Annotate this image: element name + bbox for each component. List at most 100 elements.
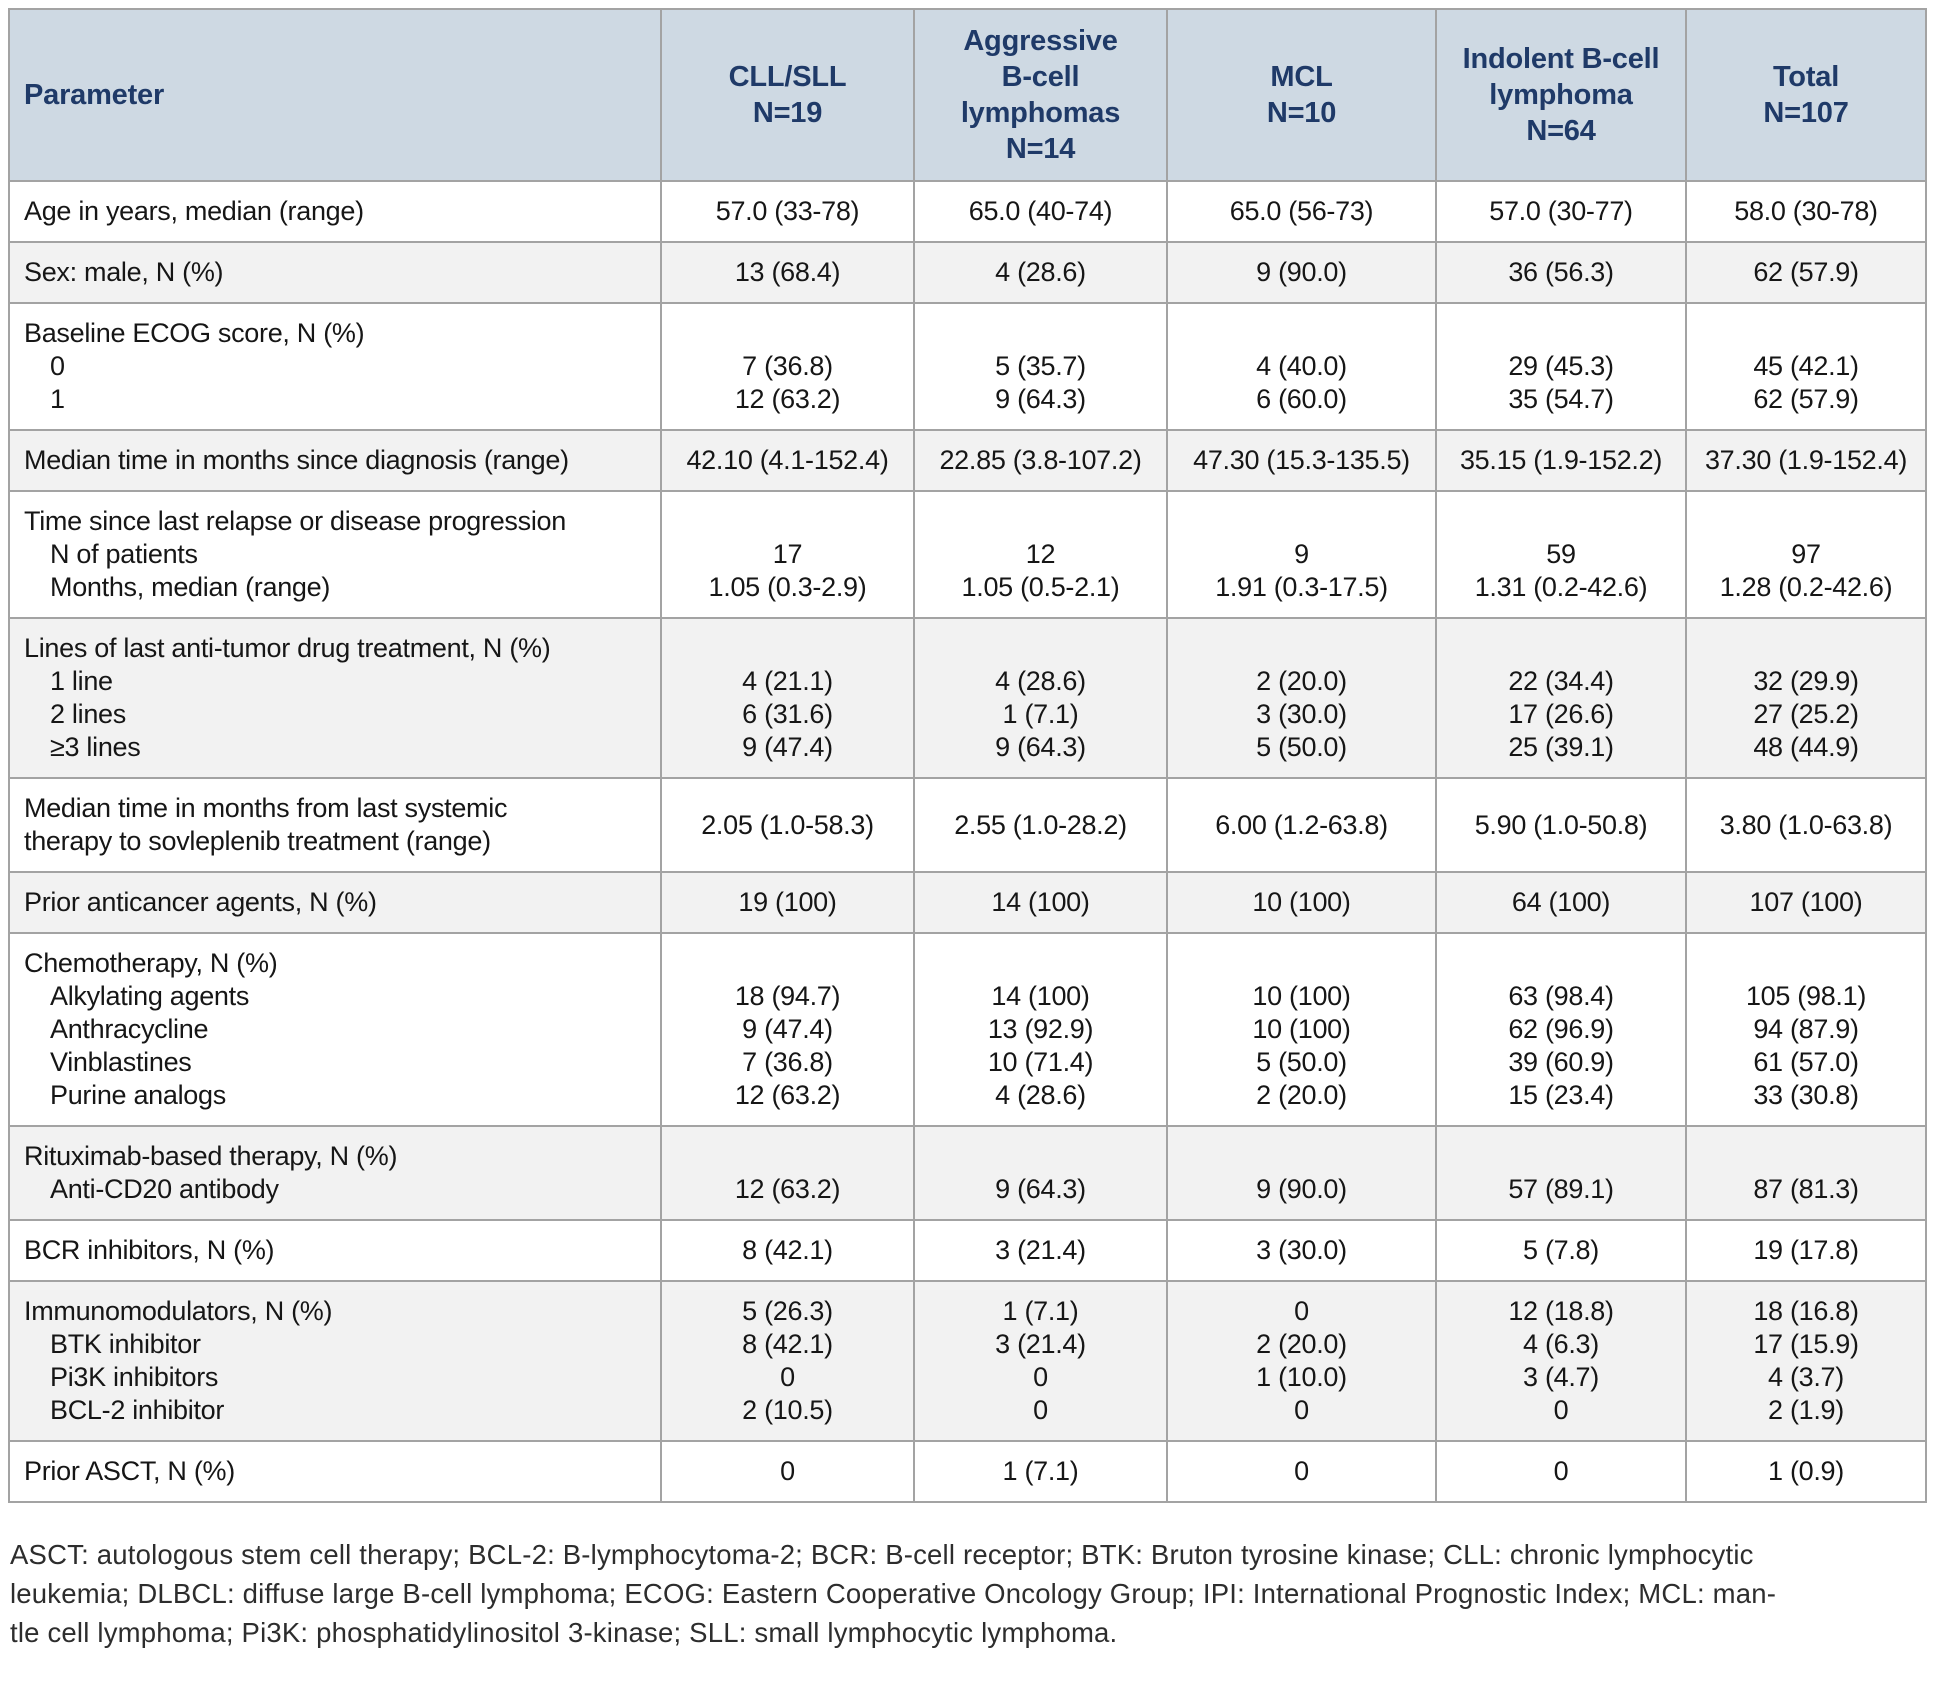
value-line: 27 (25.2) xyxy=(1753,699,1859,729)
value-line: 12 (63.2) xyxy=(734,1174,841,1204)
param-line: Age in years, median (range) xyxy=(24,196,364,226)
param-line: Vinblastines xyxy=(50,1047,192,1077)
value-line: 36 (56.3) xyxy=(1508,257,1614,287)
column-header-parameter: Parameter xyxy=(8,8,662,182)
param-line: Lines of last anti-tumor drug treatment,… xyxy=(24,633,551,663)
param-line: Alkylating agents xyxy=(50,981,250,1011)
column-header-line: Parameter xyxy=(24,79,165,111)
table-row: Baseline ECOG score, N (%) 0 1 7 (36.8) 12 … xyxy=(8,302,1927,431)
value-line: 3 (21.4) xyxy=(995,1235,1086,1265)
value-line: 61 (57.0) xyxy=(1753,1047,1859,1077)
value-cell: 4 (28.6) 1 (7.1) 9 (64.3) xyxy=(913,617,1168,779)
value-line: 9 (90.0) xyxy=(1256,1174,1347,1204)
value-line xyxy=(1174,632,1429,665)
column-header-line: N=14 xyxy=(1005,133,1076,165)
value-cell: 105 (98.1) 94 (87.9) 61 (57.0) 33 (30.8) xyxy=(1685,932,1927,1127)
param-cell: Lines of last anti-tumor drug treatment,… xyxy=(8,617,662,779)
value-cell: 12 (18.8) 4 (6.3) 3 (4.7) 0 xyxy=(1435,1280,1687,1442)
value-cell: 17 1.05 (0.3-2.9) xyxy=(660,490,915,619)
value-line: 17 xyxy=(772,539,803,569)
value-line: 57.0 (30-77) xyxy=(1489,196,1633,226)
param-cell: Rituximab-based therapy, N (%) Anti-CD20 … xyxy=(8,1125,662,1221)
value-line: 1 (10.0) xyxy=(1256,1362,1347,1392)
value-cell: 22 (34.4) 17 (26.6) 25 (39.1) xyxy=(1435,617,1687,779)
value-cell: 42.10 (4.1-152.4) xyxy=(660,429,915,492)
page: Parameter CLL/SLL N=19 Aggressive B-cell lymp… xyxy=(8,8,1927,1652)
value-cell: 12 (63.2) xyxy=(660,1125,915,1221)
column-header-line: N=19 xyxy=(752,97,823,129)
value-line: 105 (98.1) xyxy=(1745,981,1867,1011)
value-line: 45 (42.1) xyxy=(1753,351,1859,381)
value-line: 64 (100) xyxy=(1511,887,1611,917)
value-line: 12 (63.2) xyxy=(734,384,841,414)
value-line xyxy=(921,632,1160,665)
value-line: 4 (6.3) xyxy=(1523,1329,1599,1359)
value-cell: 29 (45.3) 35 (54.7) xyxy=(1435,302,1687,431)
value-line: 94 (87.9) xyxy=(1753,1014,1859,1044)
param-cell: Time since last relapse or disease progr… xyxy=(8,490,662,619)
baseline-characteristics-table: Parameter CLL/SLL N=19 Aggressive B-cell lymp… xyxy=(8,8,1927,1503)
value-line: 0 xyxy=(1553,1395,1569,1425)
value-line: 2 (20.0) xyxy=(1256,1329,1347,1359)
param-line: Median time in months since diagnosis (r… xyxy=(24,445,569,475)
value-cell: 59 1.31 (0.2-42.6) xyxy=(1435,490,1687,619)
value-line: 1 (7.1) xyxy=(1002,1296,1079,1326)
param-line: Purine analogs xyxy=(50,1080,226,1110)
value-line: 42.10 (4.1-152.4) xyxy=(686,445,889,475)
value-line: 8 (42.1) xyxy=(742,1235,833,1265)
param-cell: Prior anticancer agents, N (%) xyxy=(8,871,662,934)
column-header-line: Indolent B-cell xyxy=(1462,43,1660,75)
value-cell: 8 (42.1) xyxy=(660,1219,915,1282)
value-cell: 47.30 (15.3-135.5) xyxy=(1166,429,1437,492)
value-cell: 7 (36.8) 12 (63.2) xyxy=(660,302,915,431)
value-line: 65.0 (56-73) xyxy=(1229,196,1374,226)
column-header-line: lymphomas xyxy=(960,97,1121,129)
param-line: N of patients xyxy=(50,539,198,569)
param-line: Time since last relapse or disease progr… xyxy=(24,506,566,536)
param-line: BCR inhibitors, N (%) xyxy=(24,1235,275,1265)
value-line: 5.90 (1.0-50.8) xyxy=(1474,809,1648,840)
value-cell: 37.30 (1.9-152.4) xyxy=(1685,429,1927,492)
value-line: 0 xyxy=(1033,1362,1048,1392)
param-line: Baseline ECOG score, N (%) xyxy=(24,318,365,348)
value-line: 19 (17.8) xyxy=(1753,1235,1859,1265)
value-cell: 57.0 (33-78) xyxy=(660,180,915,243)
value-cell: 5 (7.8) xyxy=(1435,1219,1687,1282)
param-line: 1 line xyxy=(50,666,113,696)
value-line xyxy=(921,947,1160,980)
value-cell: 2.55 (1.0-28.2) xyxy=(913,777,1168,873)
value-cell: 2.05 (1.0-58.3) xyxy=(660,777,915,873)
value-line: 7 (36.8) xyxy=(742,1047,833,1077)
param-line: BTK inhibitor xyxy=(50,1329,201,1359)
value-line: 3 (30.0) xyxy=(1256,699,1347,729)
value-line: 5 (50.0) xyxy=(1256,732,1347,762)
column-header: Aggressive B-cell lymphomas N=14 xyxy=(913,8,1168,182)
value-line: 17 (26.6) xyxy=(1508,699,1614,729)
value-line: 0 xyxy=(780,1456,795,1486)
param-cell: Chemotherapy, N (%) Alkylating agents Anth… xyxy=(8,932,662,1127)
param-line: Pi3K inhibitors xyxy=(50,1362,219,1392)
value-line: 9 xyxy=(1294,539,1309,569)
value-line: 22 (34.4) xyxy=(1508,666,1614,696)
column-header-line: Total xyxy=(1772,61,1840,93)
value-line: 5 (26.3) xyxy=(742,1296,833,1326)
table-footnote: ASCT: autologous stem cell therapy; BCL-… xyxy=(8,1535,1925,1652)
value-line: 14 (100) xyxy=(991,887,1090,917)
value-line: 58.0 (30-78) xyxy=(1734,196,1878,226)
value-cell: 5.90 (1.0-50.8) xyxy=(1435,777,1687,873)
value-cell: 1 (7.1) 3 (21.4) 0 0 xyxy=(913,1280,1168,1442)
value-line: 0 xyxy=(1294,1296,1309,1326)
value-line xyxy=(1174,947,1429,980)
value-line: 18 (16.8) xyxy=(1753,1296,1859,1326)
value-line: 9 (47.4) xyxy=(742,1014,833,1044)
param-cell: Median time in months since diagnosis (r… xyxy=(8,429,662,492)
value-line: 1 (0.9) xyxy=(1768,1456,1844,1486)
value-line xyxy=(1693,632,1919,665)
value-cell: 1 (7.1) xyxy=(913,1440,1168,1503)
column-header-line: MCL xyxy=(1270,61,1333,93)
value-line: 12 (63.2) xyxy=(734,1080,841,1110)
value-line: 6 (60.0) xyxy=(1256,384,1347,414)
value-line: 18 (94.7) xyxy=(734,981,841,1011)
column-header-line: N=64 xyxy=(1526,115,1596,147)
